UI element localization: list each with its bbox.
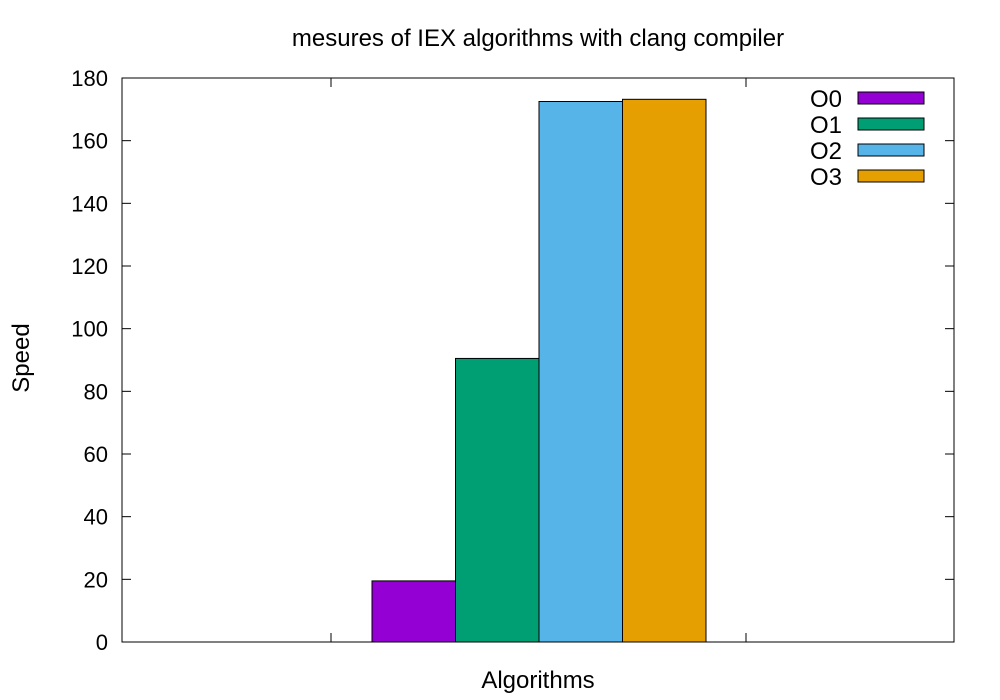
y-tick-label: 100 (71, 317, 108, 342)
legend-swatch-o1 (857, 117, 925, 131)
y-tick-label: 80 (84, 379, 108, 404)
bar-o0 (371, 580, 456, 643)
y-tick-label: 180 (71, 66, 108, 91)
bar-o2 (538, 101, 623, 643)
y-tick-label: 0 (96, 630, 108, 655)
chart-title: mesures of IEX algorithms with clang com… (292, 25, 784, 52)
y-tick-label: 120 (71, 254, 108, 279)
y-tick-label: 40 (84, 505, 108, 530)
bars (371, 98, 707, 643)
y-tick-label: 160 (71, 129, 108, 154)
bar-o3 (622, 98, 707, 643)
legend-swatch-o0 (857, 91, 925, 105)
legend-label-o2: O2 (810, 138, 842, 165)
legend-label-o1: O1 (810, 112, 842, 139)
x-axis-label: Algorithms (481, 667, 594, 694)
plot-frame (121, 77, 955, 643)
legend-swatch-o2 (857, 143, 925, 157)
y-axis-ticks: 0 20 40 60 80 100 120 140 160 180 (71, 66, 954, 655)
legend-label-o3: O3 (810, 164, 842, 191)
y-axis-label: Speed (8, 323, 35, 392)
legend-swatch-o3 (857, 169, 925, 183)
y-tick-label: 20 (84, 567, 108, 592)
bar-o1 (455, 357, 540, 643)
y-tick-label: 60 (84, 442, 108, 467)
legend-label-o0: O0 (810, 86, 842, 113)
y-tick-label: 140 (71, 191, 108, 216)
